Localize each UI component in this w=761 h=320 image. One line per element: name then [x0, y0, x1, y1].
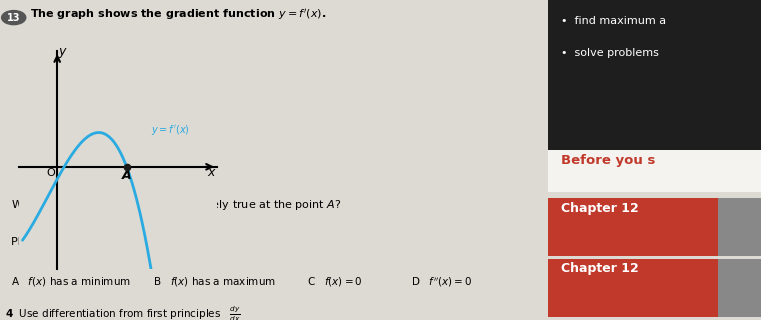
Text: Before you s: Before you s — [561, 154, 655, 167]
FancyBboxPatch shape — [548, 259, 718, 317]
Text: C   $f(x) = 0$: C $f(x) = 0$ — [307, 275, 362, 288]
Text: A: A — [122, 169, 132, 182]
Text: y: y — [59, 45, 65, 58]
FancyBboxPatch shape — [718, 198, 761, 256]
Text: $y = f'(x)$: $y = f'(x)$ — [151, 123, 189, 137]
FancyBboxPatch shape — [718, 259, 761, 317]
Text: Chapter 12: Chapter 12 — [561, 262, 638, 276]
FancyBboxPatch shape — [548, 150, 761, 192]
Text: O: O — [46, 168, 55, 178]
Text: Which of these statements is definitely true at the point $A$?: Which of these statements is definitely … — [11, 198, 342, 212]
Text: A   $f(x)$ has a minimum: A $f(x)$ has a minimum — [11, 275, 131, 288]
Text: •  find maximum a: • find maximum a — [561, 16, 666, 26]
Text: 13: 13 — [7, 12, 21, 23]
Text: Please choose from these options.: Please choose from these options. — [11, 237, 202, 247]
Text: D   $f''(x) = 0$: D $f''(x) = 0$ — [411, 275, 473, 289]
FancyBboxPatch shape — [548, 0, 761, 150]
Text: The graph shows the gradient function $y = f'(x)$.: The graph shows the gradient function $y… — [30, 7, 326, 22]
Text: Chapter 12: Chapter 12 — [561, 202, 638, 215]
FancyBboxPatch shape — [548, 198, 718, 256]
Text: •  solve problems: • solve problems — [561, 48, 658, 58]
Circle shape — [2, 11, 26, 25]
Text: x: x — [208, 166, 215, 179]
Text: $\mathbf{4}$  Use differentiation from first principles   $\frac{dy}{dx}$: $\mathbf{4}$ Use differentiation from fi… — [5, 304, 241, 320]
Text: B   $f(x)$ has a maximum: B $f(x)$ has a maximum — [154, 275, 276, 288]
